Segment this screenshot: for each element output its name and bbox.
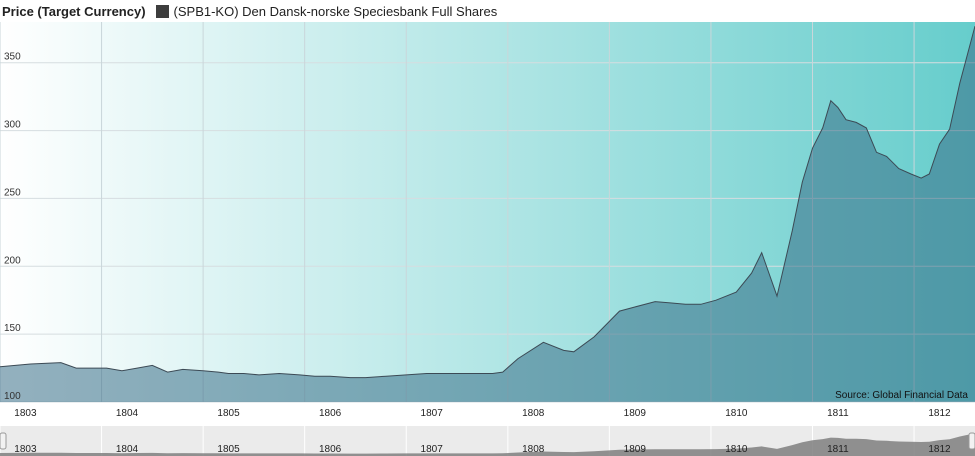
navigator-tick-label: 1812 <box>928 444 951 455</box>
navigator-area <box>0 433 975 456</box>
navigator-tick-label: 1806 <box>319 444 342 455</box>
x-tick-label: 1807 <box>421 408 444 419</box>
legend-title: Price (Target Currency) <box>2 3 146 19</box>
price-line[interactable] <box>0 25 975 379</box>
navigator-tick-label: 1809 <box>624 444 647 455</box>
source-note: Source: Global Financial Data <box>835 390 968 401</box>
navigator-axis: 1803 1804 1805 1806 1807 1808 1809 1810 1811 1812 <box>14 444 951 455</box>
navigator-tick-label: 1810 <box>725 444 748 455</box>
x-tick-label: 1812 <box>928 408 951 419</box>
x-axis: 1803 1804 1805 1806 1807 1808 1809 1810 1811 1812 <box>14 408 951 419</box>
legend-swatch-icon[interactable] <box>155 4 169 18</box>
navigator-tick-label: 1811 <box>827 444 849 455</box>
price-area <box>0 26 975 402</box>
navigator-right-handle[interactable] <box>968 432 975 450</box>
navigator-left-handle[interactable] <box>0 432 7 450</box>
x-tick-label: 1805 <box>217 408 240 419</box>
navigator-tick-label: 1804 <box>116 444 139 455</box>
y-axis: 100 150 200 250 300 350 <box>4 52 21 402</box>
legend-series-label[interactable]: (SPB1-KO) Den Dansk-norske Speciesbank F… <box>173 3 498 19</box>
range-navigator[interactable]: 1803 1804 1805 1806 1807 1808 1809 1810 1811 1812 <box>0 426 975 456</box>
y-tick-label: 150 <box>4 323 21 334</box>
x-tick-label: 1809 <box>624 408 647 419</box>
x-tick-label: 1811 <box>827 408 849 419</box>
y-tick-label: 300 <box>4 120 21 131</box>
x-tick-label: 1804 <box>116 408 139 419</box>
navigator-tick-label: 1805 <box>217 444 240 455</box>
chart-legend: Price (Target Currency) (SPB1-KO) Den Da… <box>2 2 497 20</box>
y-tick-label: 250 <box>4 187 21 198</box>
y-tick-label: 200 <box>4 255 21 266</box>
navigator-grid <box>0 426 915 456</box>
y-tick-label: 350 <box>4 52 21 63</box>
navigator-tick-label: 1803 <box>14 444 37 455</box>
x-tick-label: 1808 <box>522 408 545 419</box>
navigator-tick-label: 1807 <box>421 444 444 455</box>
y-tick-label: 100 <box>4 391 21 402</box>
x-tick-label: 1806 <box>319 408 342 419</box>
x-tick-label: 1803 <box>14 408 37 419</box>
navigator-tick-label: 1808 <box>522 444 545 455</box>
x-tick-label: 1810 <box>725 408 748 419</box>
